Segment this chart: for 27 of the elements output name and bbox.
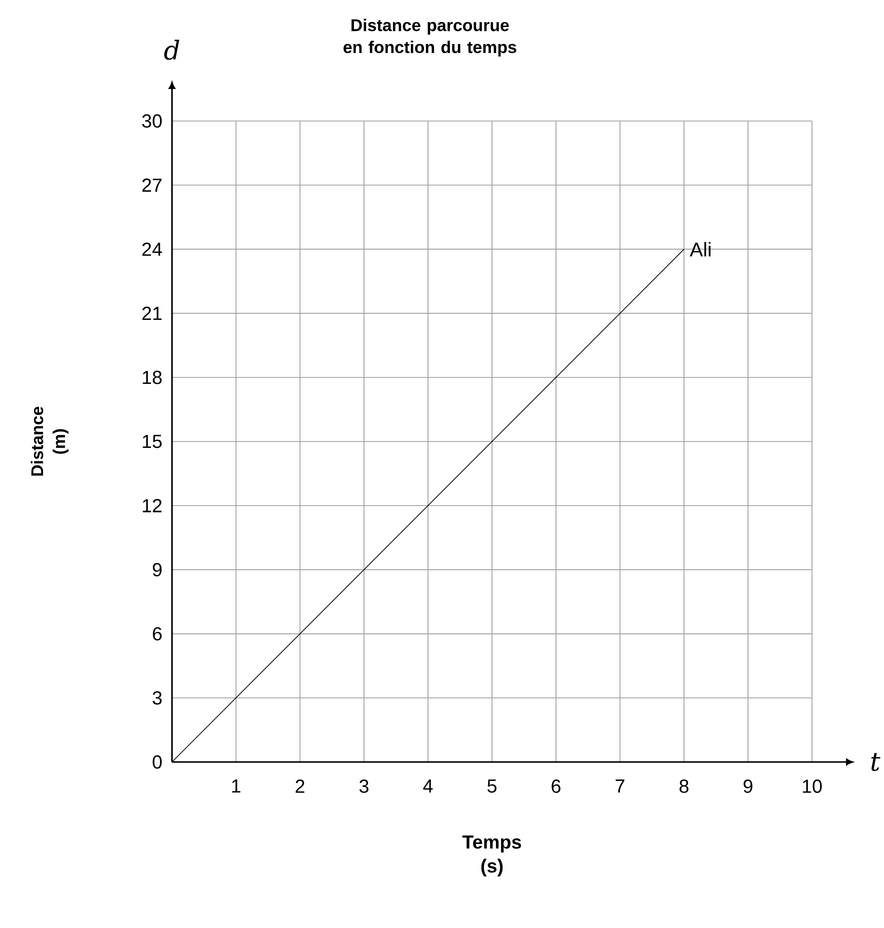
x-tick-label: 1 bbox=[232, 780, 240, 793]
x-tick-label: 6 bbox=[552, 780, 561, 793]
x-tick-label: 2 bbox=[296, 780, 304, 793]
x-tick-label: 5 bbox=[488, 780, 497, 793]
y-tick-label: 0 bbox=[152, 755, 162, 769]
y-tick-label: 6 bbox=[153, 627, 162, 640]
y-tick-label: 15 bbox=[143, 434, 162, 448]
y-tick-label: 30 bbox=[142, 114, 162, 128]
x-tick-label: 10 bbox=[803, 780, 822, 793]
y-tick-label: 27 bbox=[142, 178, 162, 192]
x-tick-label: 8 bbox=[680, 780, 689, 793]
y-axis-title: Distance (m) bbox=[30, 406, 69, 476]
y-tick-label: 24 bbox=[142, 242, 162, 256]
text: t bbox=[872, 752, 881, 771]
series-label: Ali bbox=[690, 242, 711, 256]
x-axis-title: Temps (s) bbox=[462, 836, 522, 876]
x-tick-label: 7 bbox=[616, 780, 624, 793]
chart-title: Distance parcourue en fonction du temps bbox=[344, 18, 516, 56]
y-tick-label: 21 bbox=[142, 306, 162, 320]
x-tick-label: 3 bbox=[360, 780, 369, 793]
y-tick-label: 18 bbox=[143, 370, 162, 384]
x-tick-label: 9 bbox=[744, 780, 753, 793]
y-tick-label: 9 bbox=[153, 562, 162, 576]
text: d bbox=[164, 40, 180, 60]
y-tick-label: 3 bbox=[152, 691, 162, 705]
x-tick-label: 4 bbox=[423, 780, 433, 793]
y-tick-label: 12 bbox=[143, 498, 162, 512]
